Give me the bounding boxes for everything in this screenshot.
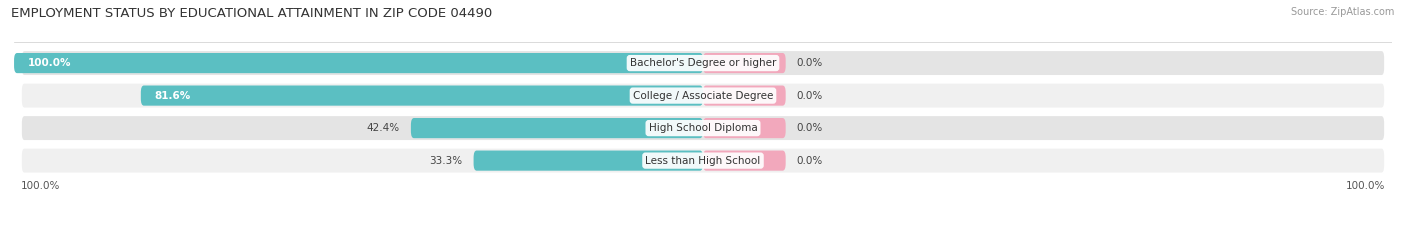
Text: Less than High School: Less than High School <box>645 156 761 166</box>
FancyBboxPatch shape <box>141 86 703 106</box>
Text: 42.4%: 42.4% <box>367 123 399 133</box>
Text: 0.0%: 0.0% <box>797 123 823 133</box>
Text: 100.0%: 100.0% <box>21 181 60 191</box>
Text: 0.0%: 0.0% <box>797 91 823 101</box>
FancyBboxPatch shape <box>474 151 703 171</box>
FancyBboxPatch shape <box>21 115 1385 141</box>
FancyBboxPatch shape <box>14 53 703 73</box>
Text: EMPLOYMENT STATUS BY EDUCATIONAL ATTAINMENT IN ZIP CODE 04490: EMPLOYMENT STATUS BY EDUCATIONAL ATTAINM… <box>11 7 492 20</box>
Text: 100.0%: 100.0% <box>1346 181 1385 191</box>
FancyBboxPatch shape <box>703 86 786 106</box>
Text: College / Associate Degree: College / Associate Degree <box>633 91 773 101</box>
FancyBboxPatch shape <box>703 53 786 73</box>
Text: 81.6%: 81.6% <box>155 91 191 101</box>
Text: 0.0%: 0.0% <box>797 156 823 166</box>
Text: 100.0%: 100.0% <box>28 58 72 68</box>
FancyBboxPatch shape <box>703 151 786 171</box>
Text: High School Diploma: High School Diploma <box>648 123 758 133</box>
FancyBboxPatch shape <box>21 50 1385 76</box>
FancyBboxPatch shape <box>703 118 786 138</box>
FancyBboxPatch shape <box>411 118 703 138</box>
Text: Bachelor's Degree or higher: Bachelor's Degree or higher <box>630 58 776 68</box>
FancyBboxPatch shape <box>21 147 1385 174</box>
Text: 0.0%: 0.0% <box>797 58 823 68</box>
FancyBboxPatch shape <box>21 82 1385 109</box>
Text: 33.3%: 33.3% <box>429 156 463 166</box>
Text: Source: ZipAtlas.com: Source: ZipAtlas.com <box>1291 7 1395 17</box>
